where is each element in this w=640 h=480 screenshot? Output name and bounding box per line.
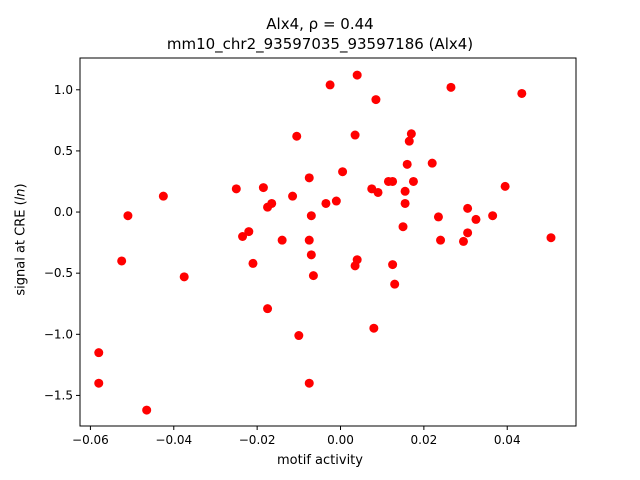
data-point [433, 212, 443, 222]
data-point [500, 181, 510, 191]
data-point [350, 261, 360, 271]
data-point [288, 191, 298, 201]
data-point [488, 211, 498, 221]
data-point [321, 198, 331, 208]
y-tick-label: 1.0 [54, 83, 73, 97]
chart-subtitle: mm10_chr2_93597035_93597186 (Alx4) [166, 35, 474, 53]
data-point [263, 304, 273, 314]
data-point [369, 323, 379, 333]
plot-frame [79, 57, 577, 427]
data-point [258, 183, 268, 193]
x-tick-label: 0.00 [327, 433, 354, 447]
data-point [436, 235, 446, 245]
data-point [244, 227, 254, 237]
data-point [350, 130, 360, 140]
data-point [308, 271, 318, 281]
y-tick-label: 0.0 [54, 205, 73, 219]
x-tick-label: −0.02 [239, 433, 276, 447]
data-point [94, 378, 104, 388]
y-tick-label: −1.5 [44, 388, 73, 402]
x-tick-label: 0.02 [411, 433, 438, 447]
axis-ticks: −0.06 −0.04 −0.02 0.00 0.02 0.04 −1.5 −1.0 −0.5 0… [44, 83, 521, 447]
data-point [400, 198, 410, 208]
data-point [371, 95, 381, 105]
data-point [458, 236, 468, 246]
data-point [427, 158, 437, 168]
data-point [398, 222, 408, 232]
data-points [94, 70, 556, 415]
chart-title: Alx4, ρ = 0.44 [266, 15, 374, 33]
data-point [231, 184, 241, 194]
data-point [517, 88, 527, 98]
data-point [238, 231, 248, 241]
data-point [463, 203, 473, 213]
data-point [352, 70, 362, 80]
y-tick-label: −1.0 [44, 327, 73, 341]
data-point [390, 279, 400, 289]
y-tick-label: −0.5 [44, 266, 73, 280]
y-tick-label: 0.5 [54, 144, 73, 158]
data-point [404, 136, 414, 146]
data-point [546, 233, 556, 243]
data-point [304, 235, 314, 245]
data-point [325, 80, 335, 90]
data-point [304, 173, 314, 183]
data-point [248, 258, 258, 268]
data-point [402, 159, 412, 169]
data-point [306, 250, 316, 260]
data-point [400, 186, 410, 196]
data-point [179, 272, 189, 282]
data-point [277, 235, 287, 245]
data-point [292, 131, 302, 141]
data-point [94, 348, 104, 358]
data-point [406, 129, 416, 139]
data-point [158, 191, 168, 201]
data-point [331, 196, 341, 206]
data-point [408, 176, 418, 186]
x-tick-label: −0.04 [155, 433, 192, 447]
data-point [388, 260, 398, 270]
data-point [388, 176, 398, 186]
data-point [117, 256, 127, 266]
data-point [123, 211, 133, 221]
x-axis-label: motif activity [277, 453, 363, 468]
data-point [294, 331, 304, 341]
data-point [338, 167, 348, 177]
data-point [373, 187, 383, 197]
data-point [471, 214, 481, 224]
data-point [463, 228, 473, 238]
data-point [304, 378, 314, 388]
data-point [446, 82, 456, 92]
data-point [306, 211, 316, 221]
y-axis-label: signal at CRE (ln) [13, 183, 29, 296]
x-tick-label: −0.06 [72, 433, 109, 447]
data-point [142, 405, 152, 415]
x-tick-label: 0.04 [494, 433, 521, 447]
data-point [263, 202, 273, 212]
